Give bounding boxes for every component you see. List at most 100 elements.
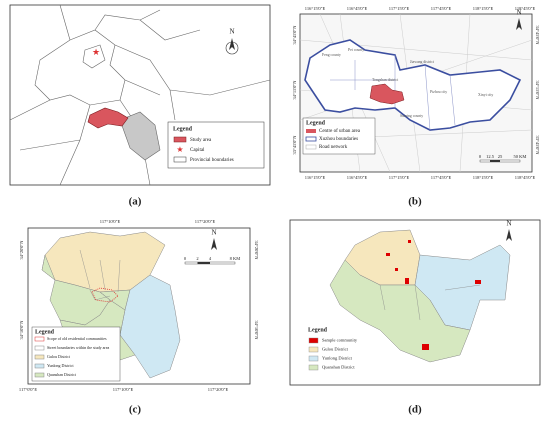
coordinate-label: 117°45'0"E — [431, 175, 452, 180]
urban-centre — [369, 83, 405, 105]
coordinate-label: 34°15'0"N — [292, 80, 297, 100]
legend-item: Gulou District — [322, 347, 349, 352]
legend-swatch — [34, 372, 45, 378]
coordinate-label: 116°15'0"E — [305, 175, 326, 180]
place-label: Suining county — [400, 114, 423, 118]
legend-title: Legend — [173, 126, 193, 132]
north-ring — [225, 41, 239, 55]
north-arrow — [211, 238, 217, 250]
coordinate-label: 34°45'0"N — [535, 26, 540, 46]
legend-swatch — [305, 144, 317, 150]
coordinate-label: 117°20'0"E — [195, 219, 216, 224]
capital-star: ★ — [92, 47, 100, 57]
scale-label: 4 — [209, 256, 212, 261]
legend-swatch — [308, 337, 319, 344]
legend-item: Sample community — [322, 338, 358, 343]
coordinate-label: 116°15'0"E — [305, 6, 326, 11]
coordinate-label: 117°15'0"E — [389, 6, 410, 11]
coordinate-label: 34°10'0"N — [19, 320, 24, 340]
north-arrow — [229, 38, 235, 50]
place-label: Xinyi city — [478, 93, 493, 97]
legend-swatch — [308, 364, 319, 371]
legend-swatch: ★ — [176, 145, 183, 154]
legend-title: Legend — [35, 329, 55, 335]
quanshan-district — [329, 259, 471, 363]
scale-bar — [197, 262, 210, 264]
north-label: N — [229, 28, 234, 36]
legend-swatch — [308, 346, 319, 353]
legend-box — [31, 326, 121, 382]
coordinate-label: 118°15'0"E — [473, 6, 494, 11]
coordinate-label: 33°45'0"N — [535, 136, 540, 156]
legend-title: Legend — [308, 327, 328, 333]
legend-item: Street boundaries within the study area — [47, 345, 110, 350]
coordinate-label: 34°20'0"N — [254, 241, 259, 261]
north-arrow — [506, 229, 512, 241]
scale-label: 8 KM — [230, 256, 241, 261]
county-boundaries — [330, 55, 456, 131]
place-label: Feng county — [322, 53, 341, 57]
scale-label: 0 — [184, 256, 187, 261]
scale-label: 0 — [479, 154, 482, 159]
legend-item: Quanshan District — [322, 365, 355, 370]
panel-c: N 0 2 4 8 KM Legend Scope of old residentia… — [27, 227, 251, 416]
legend-item: Capital — [190, 148, 205, 153]
legend-item: Centre of urban area — [319, 129, 361, 134]
place-label: Jiawang district — [410, 60, 435, 64]
legend-swatch — [173, 156, 187, 163]
coordinate-label: 34°15'0"N — [535, 81, 540, 101]
coordinate-label: 117°10'0"E — [100, 219, 121, 224]
place-label: Pei county — [348, 48, 364, 52]
legend-item: Scope of old residential communities — [47, 336, 107, 341]
legend-item: Yunlong District — [322, 356, 353, 361]
panel-d: N Legend Sample community Gulou District Y… — [289, 219, 541, 416]
coordinate-label: 117°45'0"E — [431, 6, 452, 11]
legend-item: Quanshan District — [47, 372, 77, 377]
coordinate-label: 116°45'0"E — [347, 6, 368, 11]
coordinate-label: 117°20'0"E — [208, 387, 229, 392]
legend-item: Road network — [319, 145, 348, 150]
legend-swatch — [306, 129, 316, 133]
province-shaded — [119, 111, 161, 161]
legend-item: Study area — [190, 138, 212, 143]
coordinate-label: 118°45'0"E — [515, 175, 536, 180]
coordinate-label: 117°15'0"E — [389, 175, 410, 180]
north-arrow — [516, 18, 522, 30]
scale-label: 25 — [498, 154, 503, 159]
coordinate-label: 118°15'0"E — [473, 175, 494, 180]
scale-label: 2 — [196, 256, 198, 261]
north-label: N — [506, 220, 511, 228]
legend-swatch — [34, 354, 45, 360]
coordinate-label: 34°20'0"N — [19, 240, 24, 260]
coordinate-label: 118°45'0"E — [515, 6, 536, 11]
coordinate-label: 117°10'0"E — [113, 387, 134, 392]
legend-swatch — [173, 136, 187, 143]
beijing-boundary — [82, 44, 106, 69]
legend-item: Xuzhou boundaries — [319, 137, 358, 142]
legend-item: Gulou District — [47, 354, 71, 359]
coordinate-label: 117°0'0"E — [19, 387, 38, 392]
coordinate-label: 34°45'0"N — [292, 25, 297, 45]
legend-swatch — [34, 336, 45, 342]
caption: (b) — [408, 196, 422, 208]
panel-b: Feng county Pei county Jiawang district Ton… — [299, 9, 533, 208]
north-label: N — [211, 229, 216, 237]
caption: (a) — [129, 196, 142, 208]
province-boundaries — [9, 4, 271, 186]
place-label: Tongshan district — [372, 78, 399, 82]
study-area — [87, 107, 129, 129]
coordinate-label: 33°45'0"N — [292, 135, 297, 155]
panel-a: ★ N Legend Study area ★ Capital Provinci… — [9, 4, 271, 208]
caption: (d) — [408, 404, 422, 416]
legend-swatch — [305, 136, 317, 142]
scale-bar — [490, 160, 500, 162]
place-label: Pizhou city — [430, 90, 447, 94]
scale-label: 50 KM — [514, 154, 527, 159]
coordinate-label: 116°45'0"E — [347, 175, 368, 180]
legend-item: Yunlong District — [47, 363, 74, 368]
legend-swatch — [308, 355, 319, 362]
legend-swatch — [34, 345, 45, 351]
old-communities — [91, 287, 119, 303]
coordinate-label: 34°10'0"N — [254, 321, 259, 341]
